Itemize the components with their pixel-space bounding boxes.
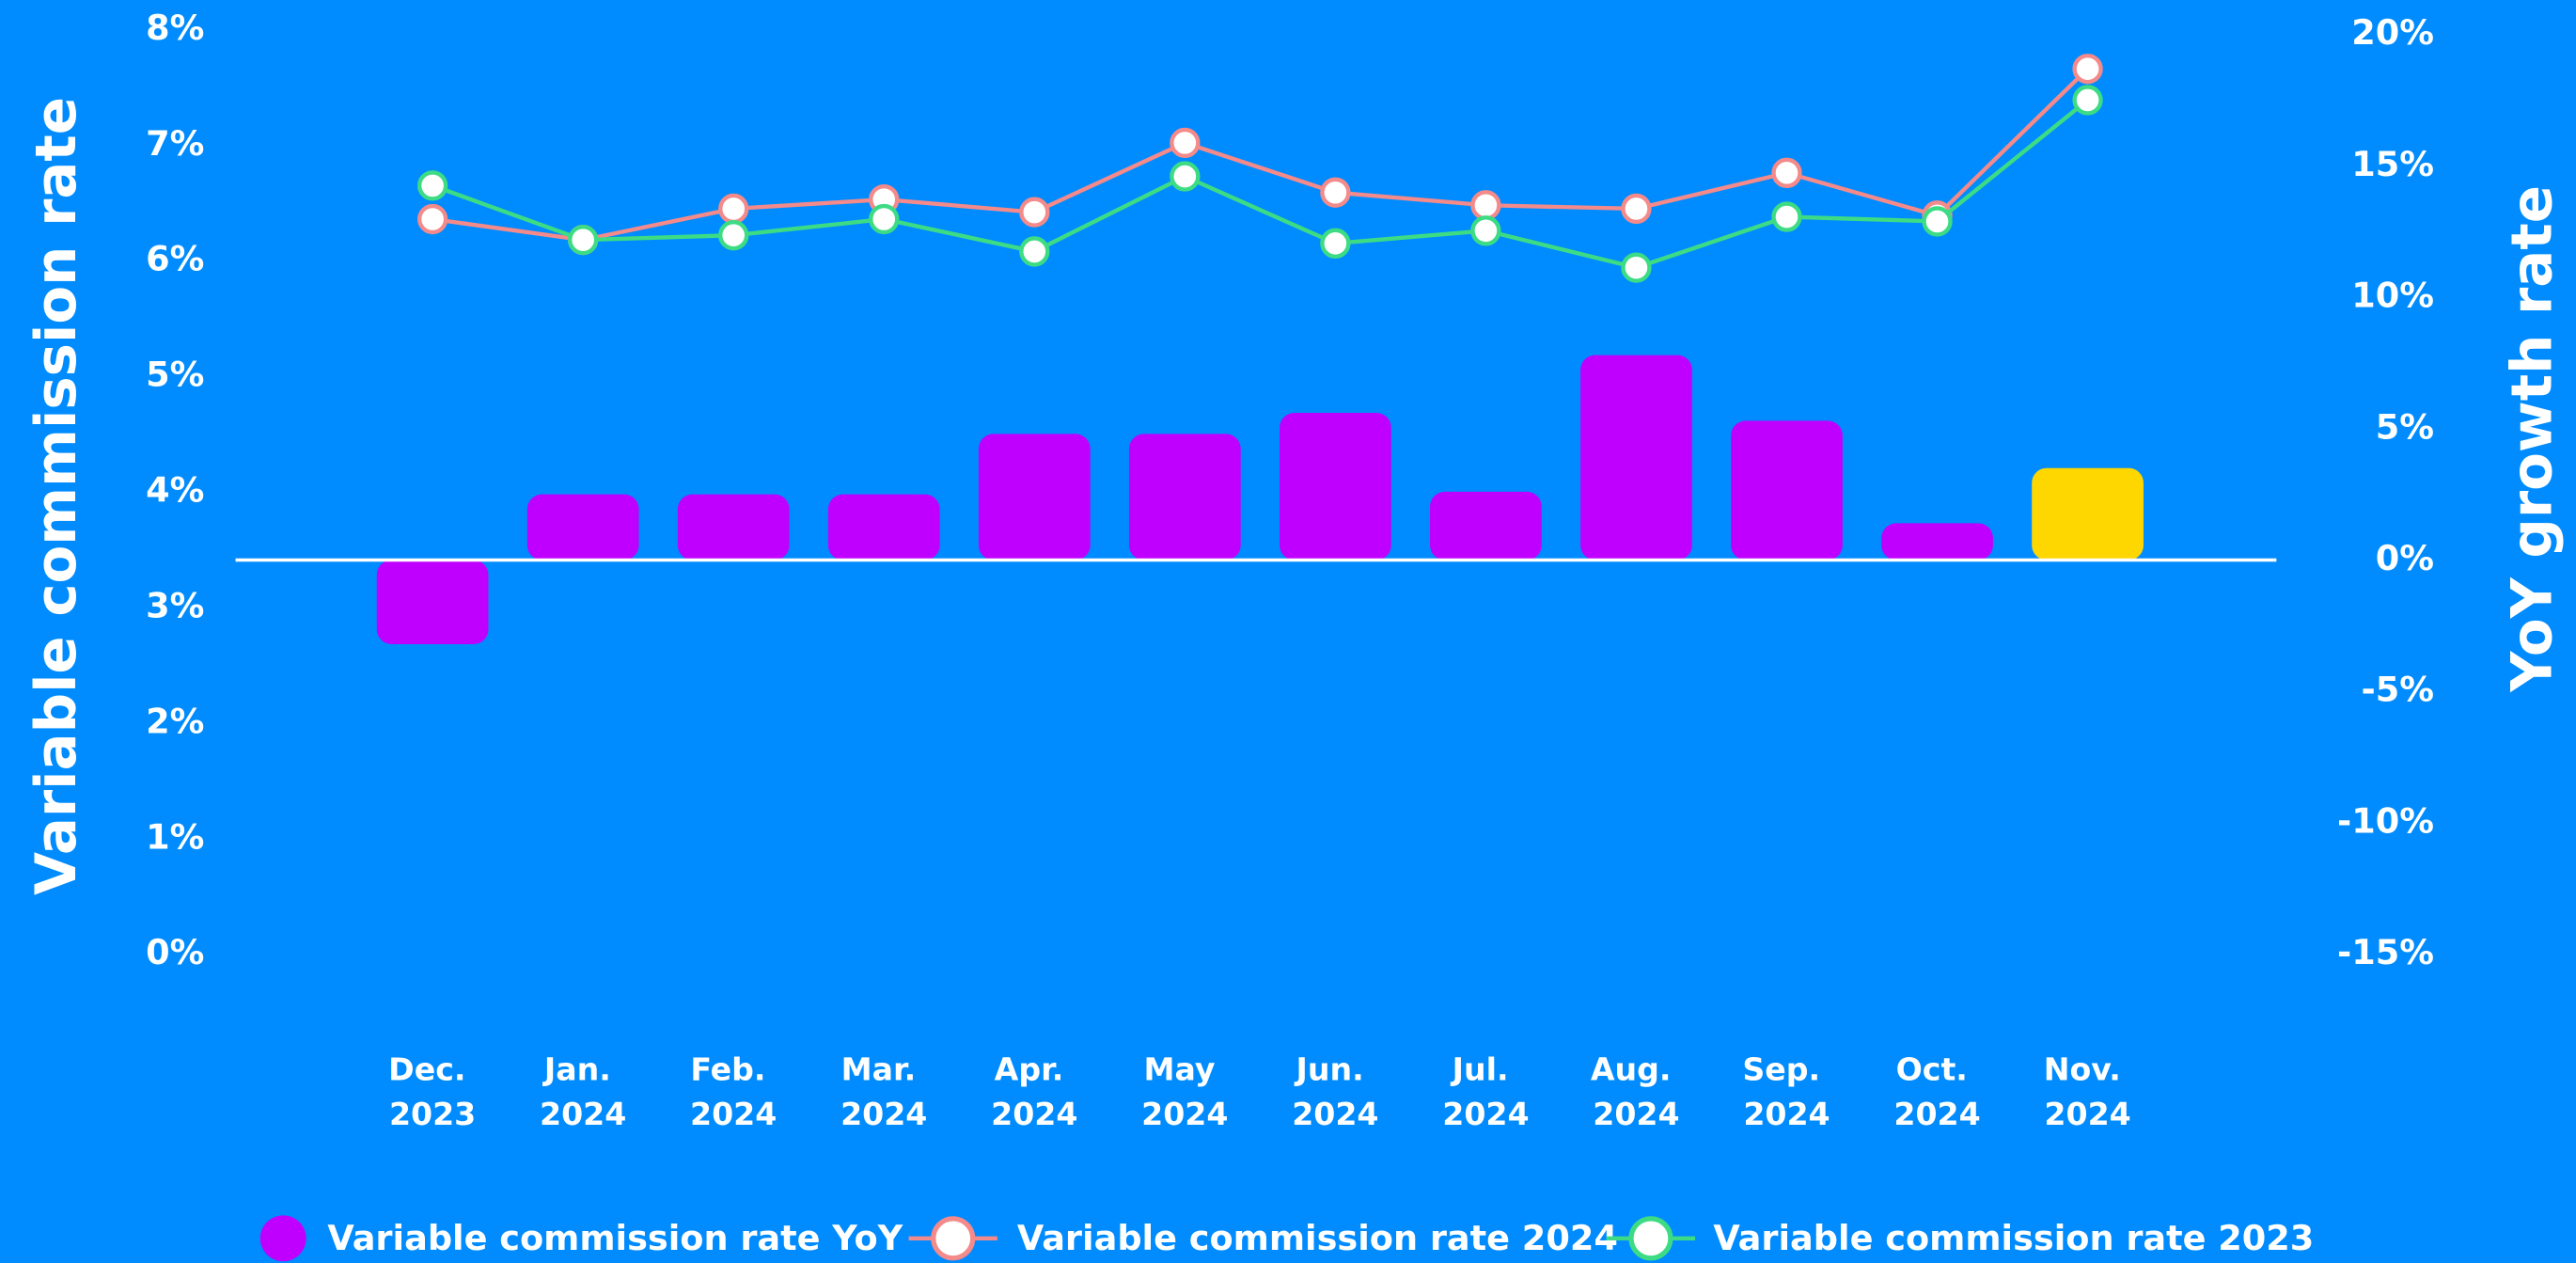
marker [869,203,900,235]
marker [1771,201,1802,232]
bar [1731,420,1843,560]
marker [568,224,599,256]
y2-tick-label: 5% [2376,406,2434,447]
marker [1019,236,1050,267]
x-tick-label: Aug. 2024 [1591,1050,1682,1131]
marker [1470,190,1501,221]
y-tick-label: 2% [146,701,204,741]
x-tick-label: May 2024 [1141,1050,1228,1131]
bar [2032,467,2144,560]
x-tick-label: Jun. 2024 [1292,1050,1378,1131]
marker [718,193,749,225]
marker [1019,197,1050,228]
marker [1470,215,1501,246]
y-tick-label: 1% [146,816,204,857]
marker [1922,206,1953,237]
bar [978,434,1091,560]
y-tick-label: 0% [146,932,204,972]
bar [827,494,940,560]
marker [1320,228,1351,259]
y-tick-label: 7% [146,123,204,164]
marker [1170,127,1201,159]
bar [1430,491,1542,560]
marker [2072,54,2103,85]
x-tick-label: Oct. 2024 [1893,1050,1980,1131]
x-tick-label: Feb. 2024 [690,1050,777,1131]
y2-tick-label: -5% [2362,670,2434,710]
x-tick-label: Dec. 2023 [388,1050,477,1131]
x-tick-label: Mar. 2024 [840,1050,927,1131]
y2-tick-label: 0% [2376,538,2434,578]
legend-label: Variable commission rate 2024 [1017,1218,1618,1258]
y2-tick-label: 20% [2351,12,2434,53]
x-tick-label: Apr. 2024 [991,1050,1077,1131]
x-tick-label: Jul. 2024 [1442,1050,1529,1131]
y2-tick-label: -10% [2337,800,2434,841]
x-tick-label: Nov. 2024 [2044,1050,2132,1131]
line [432,67,2090,243]
marker [1621,193,1652,225]
x-tick-label: Jan. 2024 [540,1050,626,1131]
legend-swatch [1628,1216,1673,1261]
marker [1170,161,1201,192]
marker [718,220,749,251]
y2-tick-label: -15% [2337,932,2434,972]
legend-label: Variable commission rate YoY [327,1218,903,1258]
bar [1881,523,1993,560]
y-tick-label: 8% [146,8,204,48]
y-tick-label: 3% [146,585,204,625]
legend-swatch [259,1215,306,1262]
marker [416,170,448,201]
y-axis-title: Variable commission rate [24,97,89,895]
marker [416,203,448,235]
bar [1580,355,1692,560]
marker [1320,177,1351,208]
legend-swatch [931,1216,976,1261]
bar [1279,413,1391,560]
y-tick-label: 5% [146,355,204,395]
bar [376,560,489,644]
bar [1128,434,1241,560]
y2-tick-label: 15% [2351,144,2434,184]
marker [1771,157,1802,188]
line [432,98,2089,270]
y2-tick-label: 10% [2351,276,2434,316]
marker [2072,85,2103,116]
bar [526,494,639,560]
legend-label: Variable commission rate 2023 [1713,1218,2314,1258]
y-tick-label: 6% [146,239,204,279]
marker [1621,252,1652,283]
x-tick-label: Sep. 2024 [1742,1050,1830,1131]
y-tick-label: 4% [146,470,204,511]
y2-axis-title: YoY growth rate [2500,185,2565,693]
bar [677,494,790,560]
